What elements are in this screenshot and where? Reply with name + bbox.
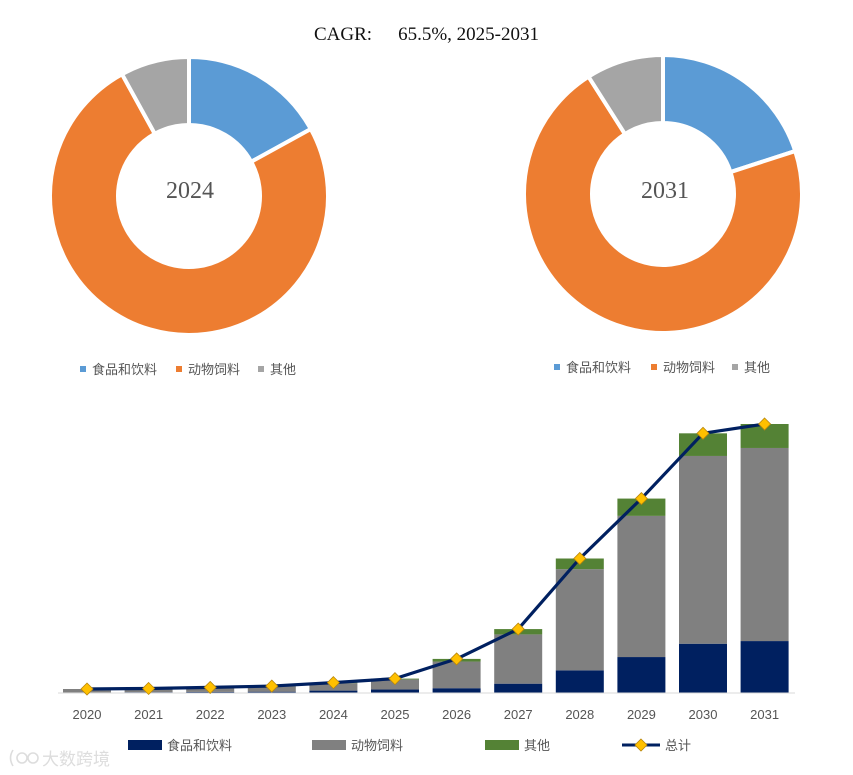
x-tick-label: 2029 <box>627 707 656 722</box>
total-marker-2029 <box>634 492 648 506</box>
x-tick-label: 2026 <box>442 707 471 722</box>
legend-swatch-other <box>485 740 519 750</box>
donut-slice-feed <box>48 71 330 337</box>
donut-chart-2031 <box>522 52 804 335</box>
donut-center-label-2024: 2024 <box>166 178 214 204</box>
x-tick-label: 2025 <box>381 707 410 722</box>
cagr-caption: CAGR: 65.5%, 2025-2031 <box>0 24 853 46</box>
legend-swatch-food <box>128 740 162 750</box>
cagr-label: CAGR: <box>314 24 373 45</box>
watermark: 大数跨境 <box>9 749 110 770</box>
total-marker-2025 <box>388 672 402 686</box>
bar-segment-feed-2026 <box>432 661 481 689</box>
legend-swatch-food <box>554 364 560 370</box>
stacked-bar-chart <box>63 424 789 693</box>
donut-slice-food <box>661 52 798 175</box>
legend-label-food: 食品和饮料 <box>566 360 631 376</box>
bar-segment-feed-2027 <box>494 634 543 684</box>
donut-slice-other <box>119 54 191 137</box>
bar-segment-food-2028 <box>555 670 604 693</box>
legend-label-other: 其他 <box>744 361 770 376</box>
legend-swatch-other <box>732 364 738 370</box>
legend-swatch-food <box>80 366 86 372</box>
bar-segment-food-2029 <box>617 657 666 693</box>
bar-segment-food-2027 <box>494 683 543 693</box>
legend-label-feed: 动物饲料 <box>351 739 403 754</box>
donut-center-label-2031: 2031 <box>641 178 689 204</box>
donut-slice-feed <box>522 73 804 335</box>
watermark-text: 大数跨境 <box>42 750 110 770</box>
total-marker-2026 <box>450 652 464 666</box>
total-marker-2023 <box>265 679 279 693</box>
x-tick-label: 2030 <box>689 707 718 722</box>
bar-segment-feed-2031 <box>740 447 789 642</box>
bar-segment-food-2030 <box>679 643 727 693</box>
legend-label-food: 食品和饮料 <box>167 738 232 754</box>
donut-slice-food <box>187 54 314 165</box>
x-tick-label: 2020 <box>73 707 102 722</box>
legend-label-other: 其他 <box>524 739 550 754</box>
total-line-series <box>80 417 772 696</box>
total-marker-2021 <box>142 681 156 696</box>
x-tick-label: 2027 <box>504 707 533 722</box>
donut-legend-2031: 食品和饮料 动物饲料 其他 <box>554 360 770 376</box>
legend-swatch-other <box>258 366 264 372</box>
bar-segment-feed-2030 <box>679 455 727 644</box>
total-marker-2027 <box>511 622 525 636</box>
x-tick-label: 2023 <box>257 707 286 722</box>
total-marker-2031 <box>758 417 772 431</box>
total-marker-2024 <box>326 676 340 690</box>
bar-segment-food-2026 <box>432 688 481 693</box>
legend-label-total: 总计 <box>665 739 691 754</box>
bar-segment-other-2030 <box>679 433 727 456</box>
bar-segment-food-2031 <box>740 641 789 693</box>
legend-label-feed: 动物饲料 <box>663 361 715 376</box>
donut-chart-2024 <box>48 54 330 337</box>
legend-label-other: 其他 <box>270 363 296 378</box>
bar-segment-feed-2028 <box>555 569 604 671</box>
x-axis-ticks: 2020 2021 2022 2023 2024 2025 2026 2027 2028 2029… <box>73 707 780 722</box>
bar-segment-other-2031 <box>740 424 789 448</box>
x-tick-label: 2021 <box>134 707 163 722</box>
legend-swatch-feed <box>312 740 346 750</box>
bar-segment-food-2024 <box>309 690 358 693</box>
total-marker-2030 <box>696 426 710 440</box>
watermark-logo-icon <box>9 749 39 767</box>
bar-segment-feed-2029 <box>617 515 666 658</box>
legend-swatch-feed <box>176 366 182 372</box>
donut-legend-2024: 食品和饮料 动物饲料 其他 <box>80 362 296 378</box>
cagr-value: 65.5%, 2025-2031 <box>398 24 539 45</box>
x-tick-label: 2022 <box>196 707 225 722</box>
x-tick-label: 2028 <box>565 707 594 722</box>
legend-marker-total <box>634 738 648 752</box>
legend-label-feed: 动物饲料 <box>188 363 240 378</box>
legend-label-food: 食品和饮料 <box>92 362 157 378</box>
donut-slice-other <box>585 52 665 137</box>
x-tick-label: 2031 <box>750 707 779 722</box>
total-marker-2028 <box>573 551 587 566</box>
x-tick-label: 2024 <box>319 707 348 722</box>
legend-swatch-feed <box>651 364 657 370</box>
bar-segment-food-2025 <box>371 689 419 693</box>
total-marker-2020 <box>80 682 94 696</box>
total-line <box>86 422 765 691</box>
total-marker-2022 <box>203 680 217 694</box>
bar-legend: 食品和饮料 动物饲料 其他 总计 <box>128 738 691 754</box>
